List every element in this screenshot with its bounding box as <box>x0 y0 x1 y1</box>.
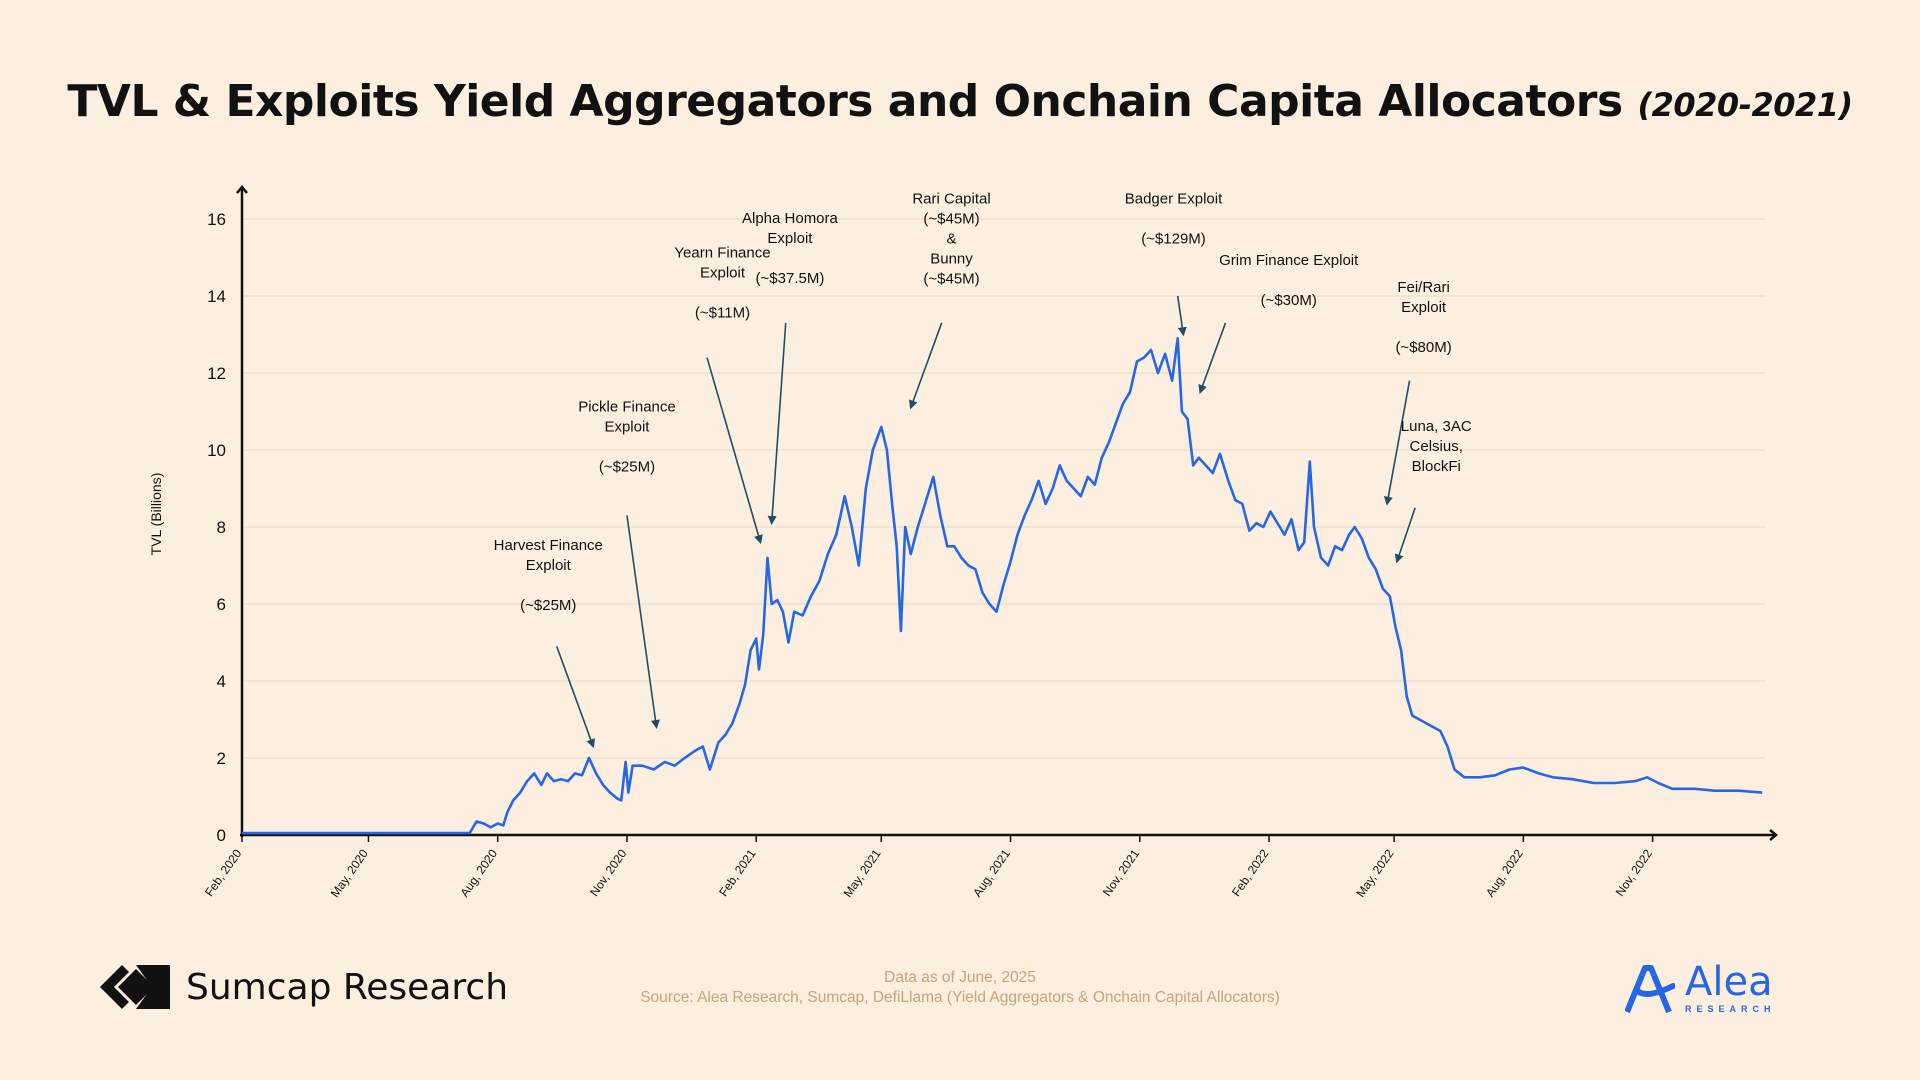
gridlines <box>242 218 1765 759</box>
annotation-text: (~$37.5M) <box>756 270 825 287</box>
series-group <box>242 337 1763 835</box>
annotation-arrow <box>909 322 943 410</box>
annotation-text: & <box>947 231 957 248</box>
x-tick-label: Nov, 2022 <box>1613 846 1656 898</box>
y-tick-label: 12 <box>207 364 226 383</box>
y-tick-label: 14 <box>207 287 226 306</box>
annotation-2: Yearn Finance Exploit (~$11M) <box>674 245 771 545</box>
y-tick-label: 8 <box>217 518 226 537</box>
alea-name: Alea <box>1685 959 1773 1005</box>
y-tick-label: 10 <box>207 441 226 460</box>
source-credits: Source: Alea Research, Sumcap, DefiLlama… <box>640 989 1280 1006</box>
x-tick-label: Feb, 2021 <box>716 846 759 899</box>
annotation-text: Bunny <box>930 251 973 268</box>
x-tick-label: May, 2021 <box>841 846 884 899</box>
annotation-text: Alpha Homora <box>742 210 839 227</box>
annotation-5: Badger Exploit (~$129M) <box>1125 191 1223 337</box>
alea-subtitle: RESEARCH <box>1685 1004 1776 1014</box>
annotation-arrow <box>1394 507 1416 564</box>
annotation-text: Pickle Finance <box>578 399 676 416</box>
y-tick-label: 4 <box>217 672 226 691</box>
axes <box>236 185 1778 842</box>
annotation-text: (~$129M) <box>1141 231 1206 248</box>
annotation-text: Exploit <box>1401 299 1447 316</box>
sumcap-diamond-icon <box>100 965 170 1009</box>
annotation-text: Yearn Finance <box>674 245 770 262</box>
y-tick-label: 6 <box>217 595 226 614</box>
x-tick-label: Feb, 2022 <box>1229 846 1272 899</box>
annotation-arrow <box>767 322 787 525</box>
annotation-text: Exploit <box>700 265 746 282</box>
series-line-0 <box>242 337 1763 835</box>
chart-title-main: TVL & Exploits Yield Aggregators and Onc… <box>67 76 1623 127</box>
x-tick-label: Aug, 2020 <box>457 846 500 899</box>
data-as-of: Data as of June, 2025 <box>884 969 1036 986</box>
annotation-text: (~$45M) <box>923 271 979 288</box>
annotation-text: BlockFi <box>1412 458 1461 475</box>
annotation-1: Pickle Finance Exploit (~$25M) <box>578 399 676 729</box>
annotation-arrow <box>1176 295 1187 337</box>
annotation-text: Grim Finance Exploit <box>1219 252 1359 269</box>
annotation-text: Fei/Rari <box>1397 279 1450 296</box>
x-tick-labels: Feb, 2020 May, 2020 Aug, 2020 Nov, 2020 Feb,… <box>202 846 1655 899</box>
annotation-text: Harvest Finance <box>494 537 603 554</box>
annotation-text: Rari Capital <box>912 191 990 208</box>
annotation-arrow <box>555 646 596 749</box>
annotation-arrow <box>626 515 660 729</box>
annotation-arrow <box>706 357 763 545</box>
chart-title-years: (2020-2021) <box>1637 86 1853 124</box>
annotation-text: Exploit <box>767 230 813 247</box>
annotation-text: Luna, 3AC <box>1401 418 1472 435</box>
annotation-7: Fei/Rari Exploit (~$80M) <box>1383 279 1452 506</box>
x-tick-label: Aug, 2022 <box>1483 846 1526 899</box>
annotation-arrow <box>1383 380 1411 506</box>
x-tick-label: Nov, 2020 <box>587 846 630 898</box>
y-tick-labels: 0 2 4 6 8 10 12 14 16 <box>207 210 226 845</box>
alea-logo: Alea RESEARCH <box>1625 960 1776 1016</box>
annotation-3: Alpha Homora Exploit (~$37.5M) <box>742 210 839 525</box>
annotation-text: Exploit <box>604 419 650 436</box>
annotation-text: (~$80M) <box>1395 339 1451 356</box>
chart-title: TVL & Exploits Yield Aggregators and Onc… <box>0 76 1920 127</box>
sumcap-brand-name: Sumcap Research <box>186 966 509 1008</box>
annotation-text: Badger Exploit <box>1125 191 1223 208</box>
annotation-text: (~$45M) <box>923 211 979 228</box>
sumcap-logo: Sumcap Research <box>100 962 508 1012</box>
annotation-4: Rari Capital (~$45M) & Bunny (~$45M) <box>909 191 991 410</box>
y-tick-label: 16 <box>207 210 226 229</box>
annotation-0: Harvest Finance Exploit (~$25M) <box>494 537 603 749</box>
annotation-text: (~$25M) <box>599 459 655 476</box>
y-tick-label: 2 <box>217 749 226 768</box>
x-tick-label: Feb, 2020 <box>202 846 245 899</box>
x-tick-label: May, 2022 <box>1353 846 1396 899</box>
annotation-text: (~$25M) <box>520 597 576 614</box>
annotation-arrow <box>1198 322 1227 394</box>
y-axis-label: TVL (Billions) <box>148 473 164 556</box>
annotation-8: Luna, 3AC Celsius, BlockFi <box>1394 418 1472 564</box>
source-note: Data as of June, 2025 Source: Alea Resea… <box>0 968 1920 1008</box>
x-tick-label: May, 2020 <box>328 846 371 899</box>
annotation-text: Exploit <box>526 557 572 574</box>
annotation-text: (~$30M) <box>1261 292 1317 309</box>
y-tick-label: 0 <box>217 826 226 845</box>
annotation-text: (~$11M) <box>695 305 750 322</box>
alea-mark-icon <box>1625 965 1675 1014</box>
annotation-6: Grim Finance Exploit (~$30M) <box>1198 252 1359 394</box>
annotation-text: Celsius, <box>1410 438 1463 455</box>
x-tick-label: Aug, 2021 <box>970 846 1013 899</box>
x-tick-label: Nov, 2021 <box>1100 846 1143 898</box>
